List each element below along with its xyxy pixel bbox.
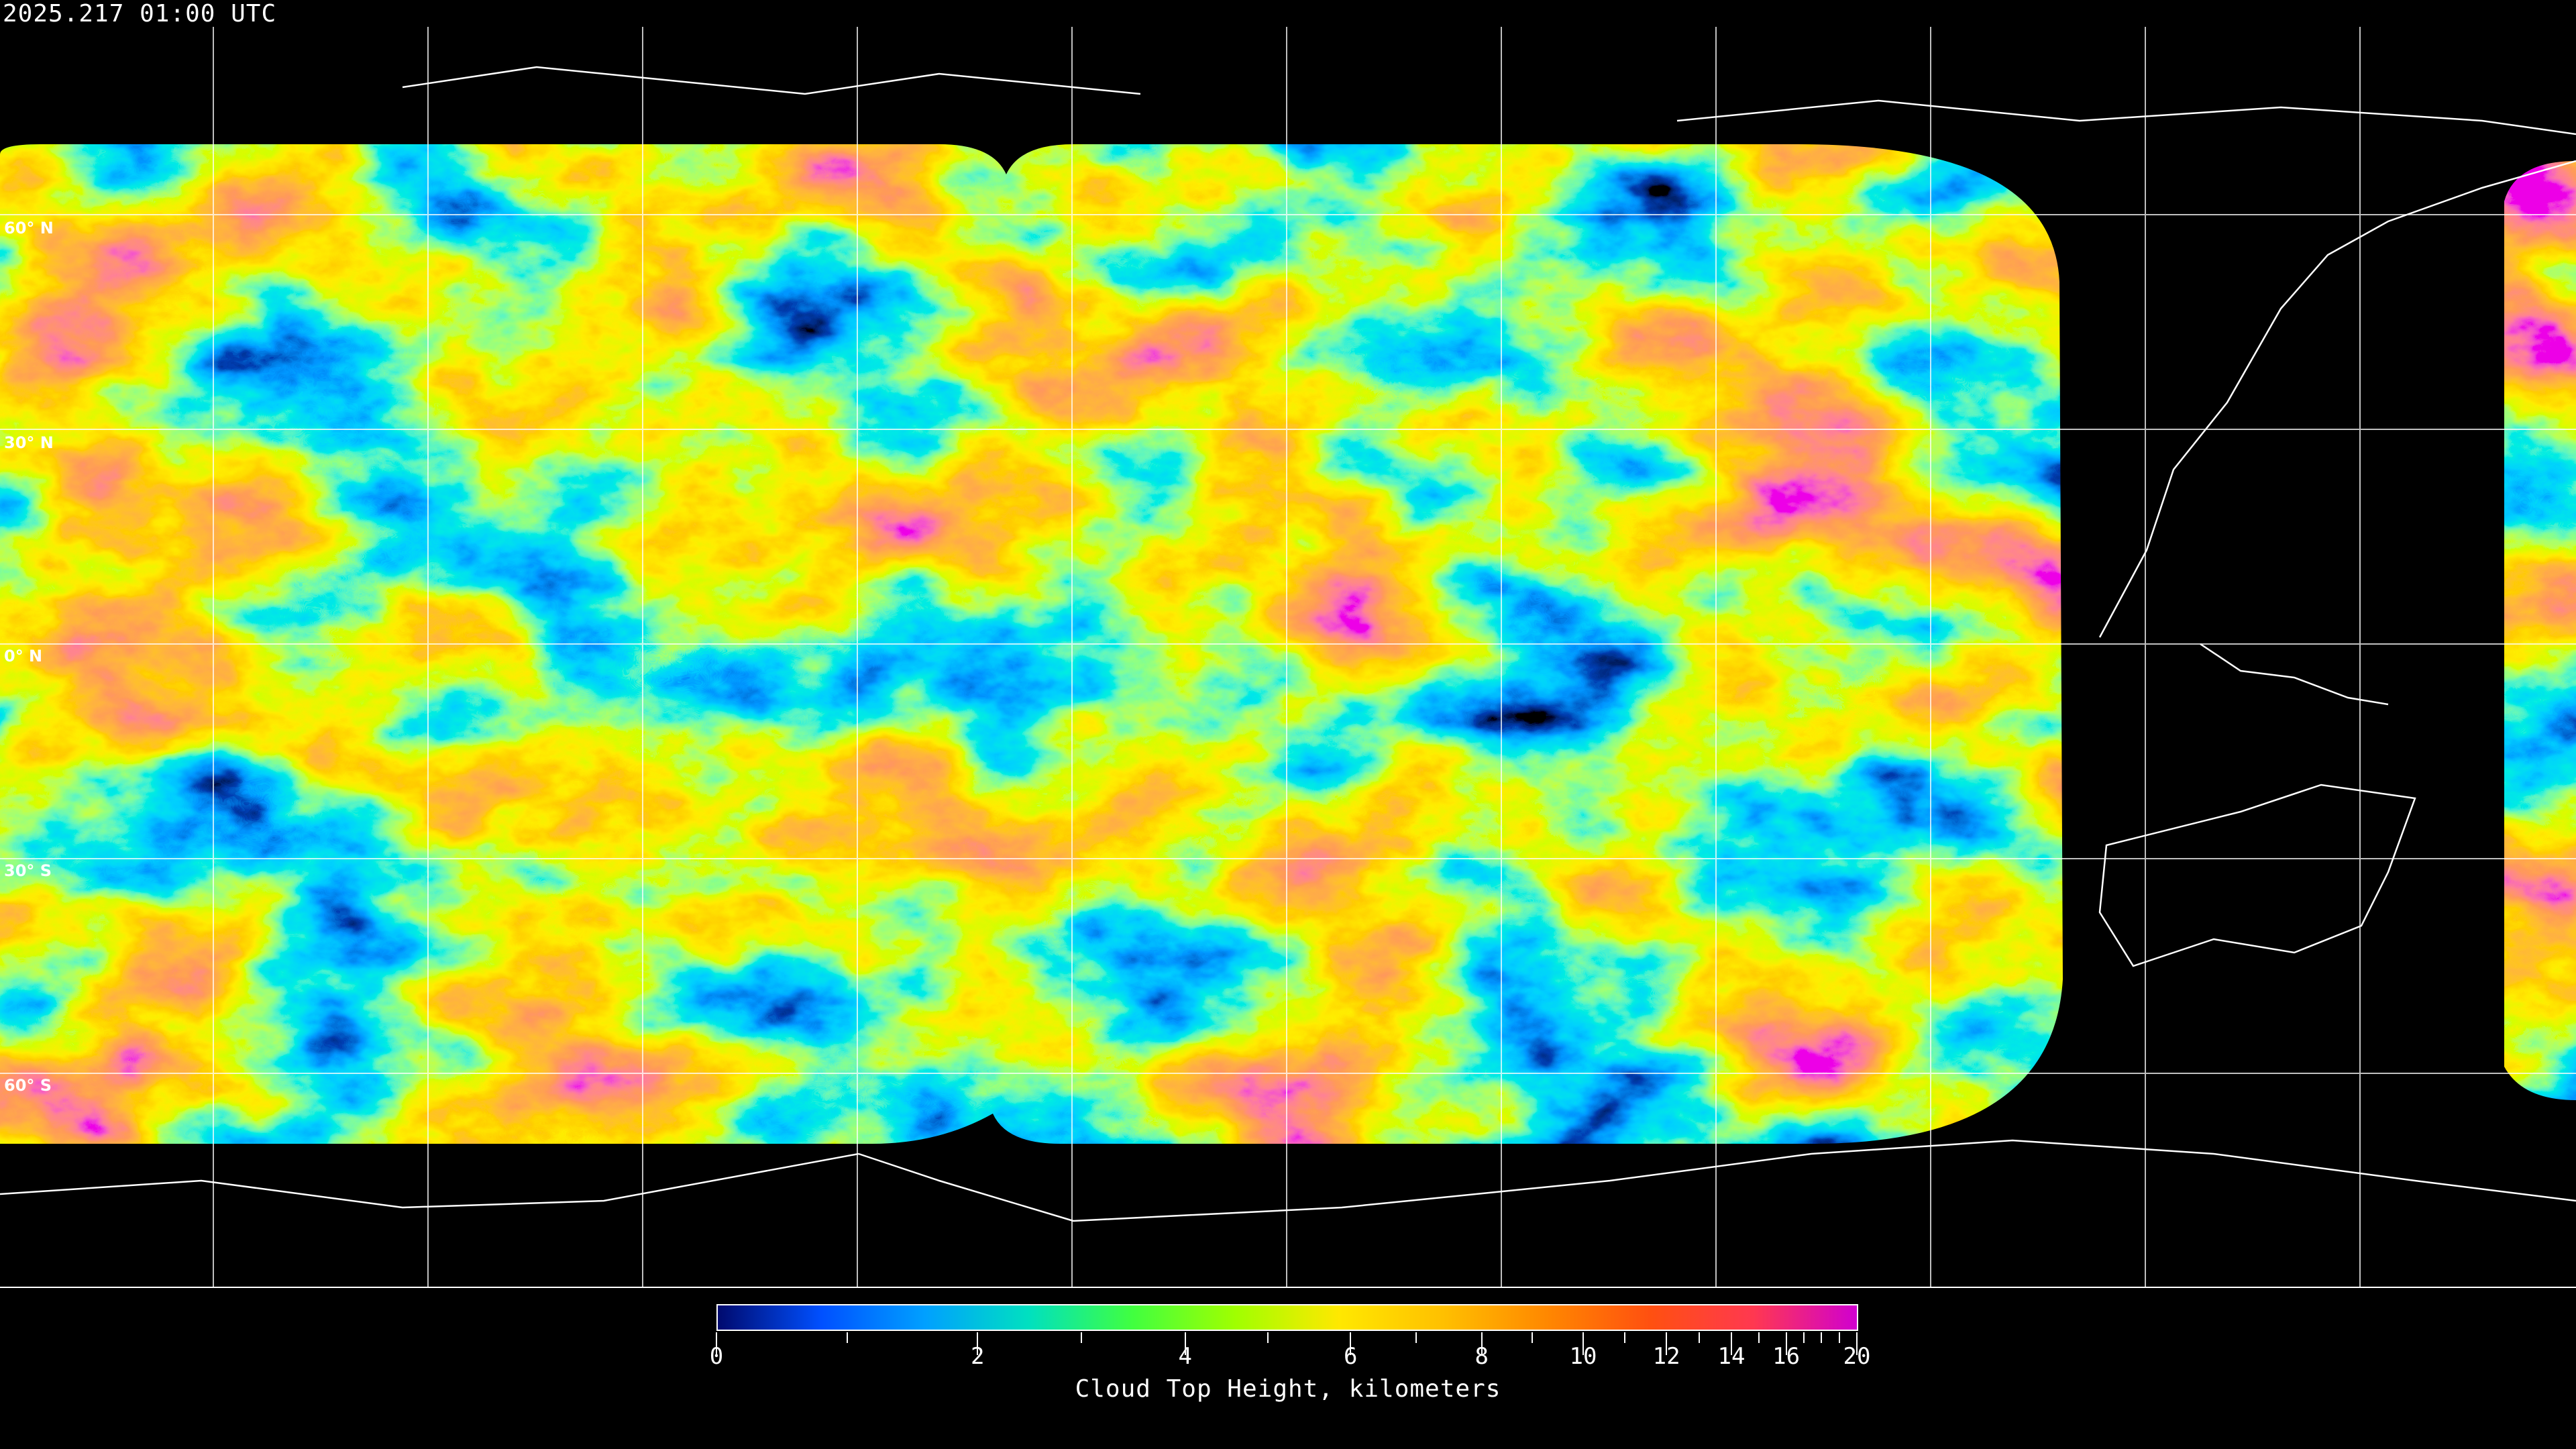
- colorbar-label: Cloud Top Height, kilometers: [1075, 1375, 1501, 1403]
- colorbar: [716, 1304, 1858, 1331]
- colorbar-tick-label: 4: [1178, 1343, 1192, 1370]
- colorbar-tick-label: 2: [971, 1343, 985, 1370]
- colorbar-major-tick: [1785, 1332, 1787, 1355]
- lat-label-60s: 60° S: [4, 1076, 52, 1095]
- colorbar-minor-tick: [1415, 1332, 1417, 1343]
- colorbar-major-tick: [1481, 1332, 1483, 1355]
- colorbar-minor-tick: [1698, 1332, 1700, 1343]
- colorbar-tick-label: 20: [1843, 1343, 1871, 1370]
- coastlines: [0, 66, 2576, 1222]
- colorbar-major-tick: [1582, 1332, 1584, 1355]
- colorbar-minor-tick: [1081, 1332, 1082, 1343]
- colorbar-tick-label: 14: [1717, 1343, 1746, 1370]
- map-bottom-border: [0, 1287, 2576, 1288]
- colorbar-major-tick: [1731, 1332, 1732, 1355]
- colorbar-minor-tick: [1532, 1332, 1534, 1343]
- graticule: [0, 27, 2576, 1288]
- colorbar-tick-label: 0: [709, 1343, 724, 1370]
- colorbar-tick-label: 8: [1474, 1343, 1489, 1370]
- colorbar-major-tick: [716, 1332, 717, 1355]
- lat-label-60n: 60° N: [4, 219, 54, 237]
- colorbar-minor-tick: [846, 1332, 848, 1343]
- colorbar-tick-label: 16: [1772, 1343, 1801, 1370]
- timestamp-title: 2025.217 01:00 UTC: [3, 0, 277, 28]
- lat-label-30s: 30° S: [4, 861, 52, 880]
- colorbar-minor-tick: [1821, 1332, 1823, 1343]
- colorbar-minor-tick: [1624, 1332, 1626, 1343]
- lat-label-0n: 0° N: [4, 647, 43, 665]
- colorbar-major-tick: [1856, 1332, 1858, 1355]
- colorbar-tick-label: 6: [1343, 1343, 1358, 1370]
- colorbar-minor-tick: [1803, 1332, 1805, 1343]
- colorbar-minor-tick: [1838, 1332, 1840, 1343]
- colorbar-major-tick: [977, 1332, 979, 1355]
- lat-label-30n: 30° N: [4, 433, 54, 452]
- cloud-top-height-map: [0, 27, 2576, 1288]
- colorbar-tick-label: 10: [1569, 1343, 1597, 1370]
- colorbar-major-tick: [1184, 1332, 1186, 1355]
- colorbar-major-tick: [1666, 1332, 1668, 1355]
- colorbar-minor-tick: [1267, 1332, 1269, 1343]
- colorbar-major-tick: [1350, 1332, 1352, 1355]
- colorbar-minor-tick: [1758, 1332, 1760, 1343]
- colorbar-tick-label: 12: [1652, 1343, 1680, 1370]
